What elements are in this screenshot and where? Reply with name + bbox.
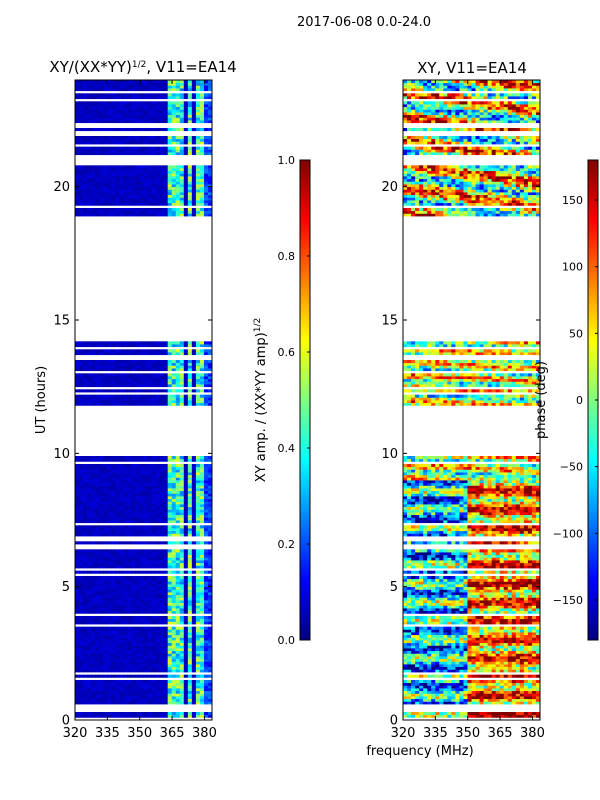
amplitude-y-axis: 0 5 10 15 20 xyxy=(53,180,212,729)
amplitude-heatmap xyxy=(75,80,213,718)
phase-heatmap xyxy=(403,80,541,718)
phase-ytick-label: 0 xyxy=(390,714,398,729)
amplitude-xtick-label: 320 xyxy=(63,726,88,741)
amplitude-ylabel: UT (hours) xyxy=(34,366,49,434)
phase-colorbar-tick-label: 100 xyxy=(562,261,583,274)
panel-phase-title: XY, V11=EA14 xyxy=(417,59,527,77)
amplitude-ytick-label: 10 xyxy=(53,447,70,462)
amplitude-ytick-label: 20 xyxy=(53,180,70,195)
amplitude-colorbar: 0.0 0.2 0.4 0.6 0.8 1.0 XY amp. / (XX*YY amp)… xyxy=(253,154,311,647)
phase-y-axis: 0 5 10 15 20 xyxy=(381,180,540,729)
phase-colorbar-ticks: −150 −100 −50 0 50 100 150 xyxy=(553,194,598,607)
phase-xlabel: frequency (MHz) xyxy=(366,744,473,759)
amplitude-colorbar-tick-label: 0.6 xyxy=(278,346,296,359)
phase-xtick-label: 365 xyxy=(488,726,513,741)
phase-colorbar: −150 −100 −50 0 50 100 150 phase (deg) xyxy=(534,159,599,641)
amplitude-ytick-label: 5 xyxy=(62,580,70,595)
phase-xtick-label: 380 xyxy=(520,726,545,741)
amplitude-xtick-label: 350 xyxy=(127,726,152,741)
phase-colorbar-tick-label: −150 xyxy=(553,594,583,607)
amplitude-colorbar-label: XY amp. / (XX*YY amp)1/2 xyxy=(253,318,269,482)
amplitude-ytick-label: 15 xyxy=(53,314,70,329)
phase-ytick-label: 5 xyxy=(390,580,398,595)
amplitude-xtick-label: 365 xyxy=(160,726,185,741)
phase-colorbar-tick-label: 50 xyxy=(569,327,583,340)
phase-colorbar-tick-label: −50 xyxy=(560,461,583,474)
panel-amplitude-title: XY/(XX*YY)1/2, V11=EA14 xyxy=(49,58,236,76)
amplitude-ytick-label: 0 xyxy=(62,714,70,729)
phase-colorbar-tick-label: 0 xyxy=(576,394,583,407)
phase-xtick-label: 335 xyxy=(423,726,448,741)
phase-colorbar-tick-label: 150 xyxy=(562,194,583,207)
amplitude-colorbar-frame xyxy=(299,159,311,641)
phase-xtick-label: 350 xyxy=(455,726,480,741)
phase-colorbar-label: phase (deg) xyxy=(534,361,549,439)
amplitude-colorbar-tick-label: 0.4 xyxy=(278,442,296,455)
amplitude-colorbar-ticks: 0.0 0.2 0.4 0.6 0.8 1.0 xyxy=(278,154,310,647)
amplitude-x-axis: 320 335 350 365 380 xyxy=(63,80,217,741)
amplitude-xtick-label: 380 xyxy=(192,726,217,741)
phase-ytick-label: 15 xyxy=(381,314,398,329)
phase-ytick-label: 10 xyxy=(381,447,398,462)
phase-xtick-label: 320 xyxy=(391,726,416,741)
figure-suptitle: 2017-06-08 0.0-24.0 xyxy=(297,15,431,30)
phase-colorbar-tick-label: −100 xyxy=(553,527,583,540)
amplitude-colorbar-tick-label: 0.0 xyxy=(278,634,296,647)
panel-amplitude-frame xyxy=(74,79,213,721)
panel-phase-frame xyxy=(402,79,541,721)
amplitude-colorbar-tick-label: 1.0 xyxy=(278,154,296,167)
panel-phase: XY, V11=EA14 320 335 350 365 380 0 5 10 15 20 fr… xyxy=(366,59,545,759)
phase-x-axis: 320 335 350 365 380 xyxy=(391,80,545,741)
phase-ytick-label: 20 xyxy=(381,180,398,195)
amplitude-xtick-label: 335 xyxy=(95,726,120,741)
amplitude-colorbar-tick-label: 0.8 xyxy=(278,250,296,263)
amplitude-colorbar-tick-label: 0.2 xyxy=(278,538,296,551)
panel-amplitude: XY/(XX*YY)1/2, V11=EA14 320 335 350 365 380 … xyxy=(34,58,237,741)
